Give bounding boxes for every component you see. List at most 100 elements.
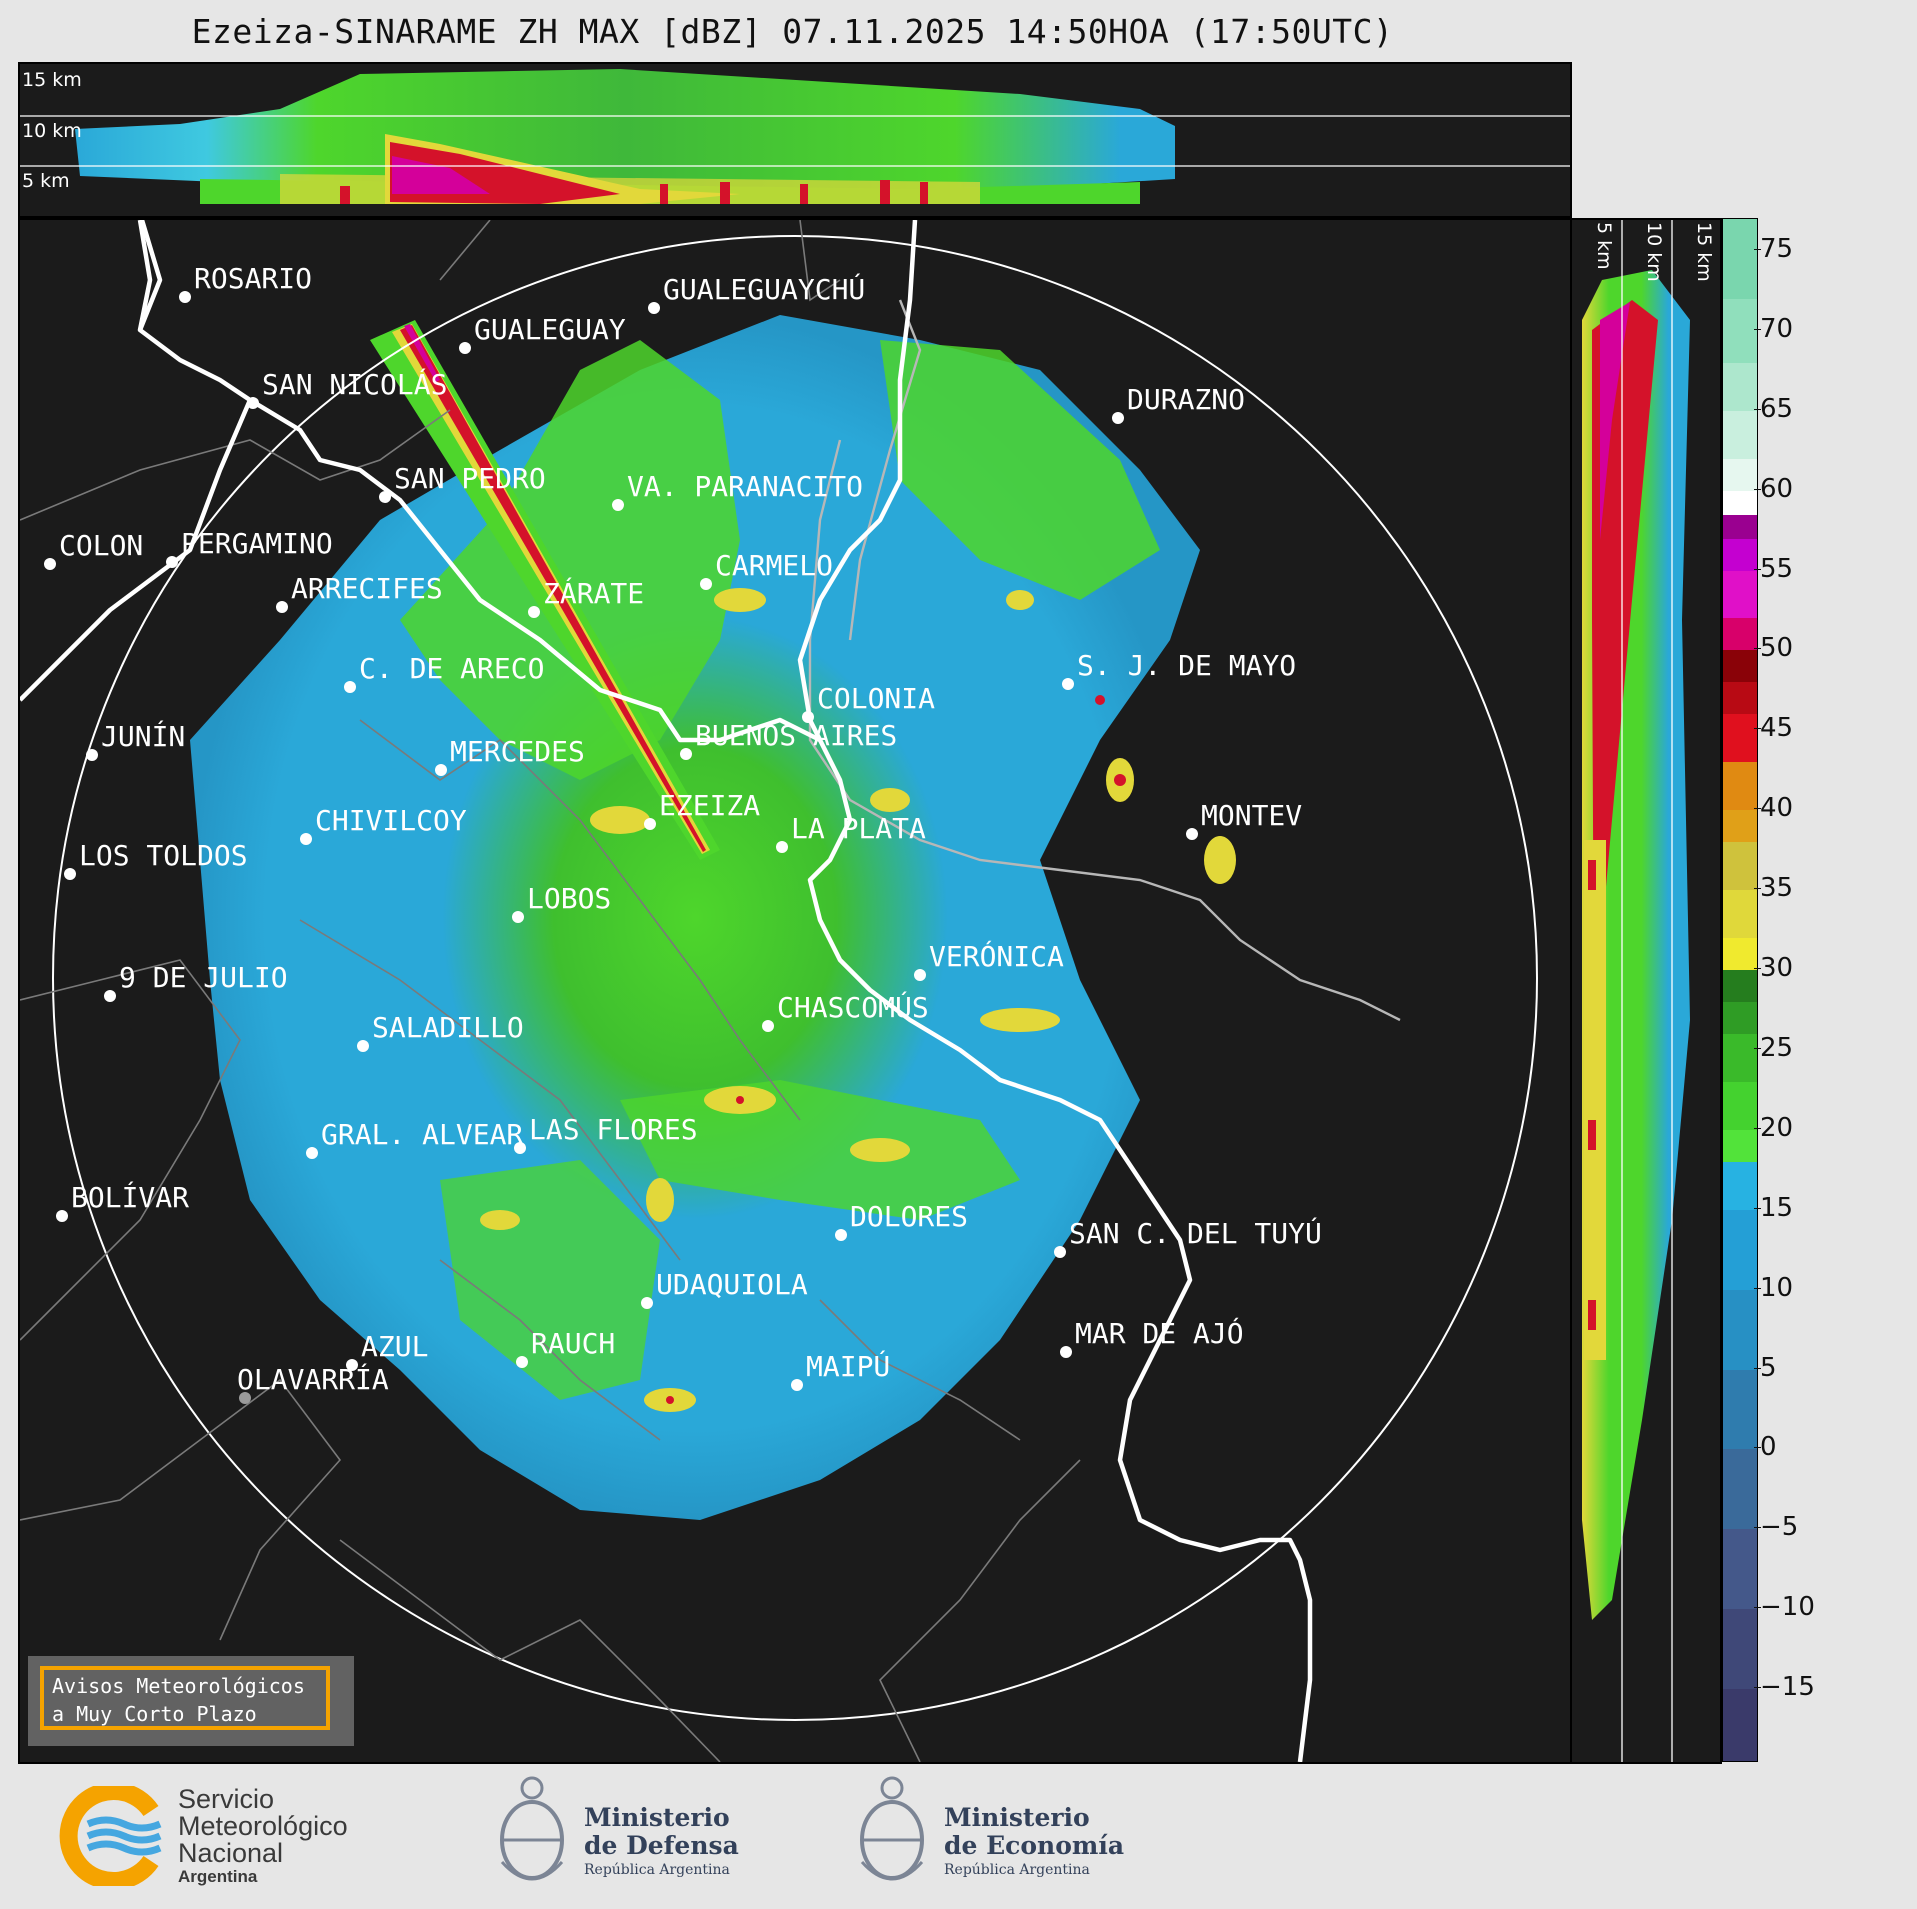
city-dot <box>641 1297 653 1309</box>
city-dot <box>528 606 540 618</box>
defensa-l2: de Defensa <box>584 1831 739 1860</box>
city-dot <box>239 1392 251 1404</box>
city-label: SALADILLO <box>372 1011 524 1044</box>
city-label: CARMELO <box>715 549 833 582</box>
city-label: LA PLATA <box>791 812 926 845</box>
city-marker[interactable]: DOLORES <box>835 1200 968 1241</box>
city-label: VA. PARANACITO <box>627 470 863 503</box>
city-marker[interactable]: AZUL <box>346 1330 428 1371</box>
colorbar-band <box>1723 298 1757 363</box>
city-label: MERCEDES <box>450 735 585 768</box>
city-marker[interactable]: SALADILLO <box>357 1011 524 1052</box>
city-marker[interactable]: GUALEGUAYCHÚ <box>648 272 865 314</box>
colorbar-tick: 75 <box>1753 233 1794 264</box>
city-marker[interactable]: LA PLATA <box>776 812 926 853</box>
city-dot <box>1062 678 1074 690</box>
city-dot <box>86 749 98 761</box>
defensa-l3: República Argentina <box>584 1862 730 1878</box>
colorbar-band <box>1723 1689 1757 1761</box>
city-marker[interactable]: OLAVARRÍA <box>237 1362 389 1404</box>
city-label: VERÓNICA <box>929 939 1064 973</box>
city-marker[interactable]: 9 DE JULIO <box>104 961 288 1002</box>
city-marker[interactable]: COLONIA <box>802 682 935 723</box>
city-marker[interactable]: DURAZNO <box>1112 383 1245 424</box>
colorbar-band <box>1723 650 1757 683</box>
colorbar-band <box>1723 1001 1757 1034</box>
city-marker[interactable]: SAN PEDRO <box>379 462 546 503</box>
city-marker[interactable]: BOLÍVAR <box>56 1180 189 1222</box>
city-marker[interactable]: VERÓNICA <box>914 939 1064 981</box>
side-label-15km: 15 km <box>1693 222 1715 282</box>
city-marker[interactable]: MERCEDES <box>435 735 585 776</box>
city-marker[interactable]: EZEIZA <box>644 789 760 830</box>
city-marker[interactable]: SAN C. DEL TUYÚ <box>1054 1216 1322 1258</box>
city-dot <box>644 818 656 830</box>
economia-logo: Ministerio de Economía República Argenti… <box>852 1772 1152 1896</box>
city-marker[interactable]: MAR DE AJÓ <box>1060 1316 1244 1358</box>
map-title: Ezeiza-SINARAME ZH MAX [dBZ] 07.11.2025 … <box>191 12 1394 51</box>
colorbar-tick: 30 <box>1753 953 1794 984</box>
colorbar-tick: 0 <box>1754 1432 1777 1463</box>
city-marker[interactable]: MAIPÚ <box>791 1349 890 1391</box>
city-marker[interactable]: VA. PARANACITO <box>612 470 863 511</box>
city-marker[interactable]: BUENOS AIRES <box>680 719 897 760</box>
city-marker[interactable]: S. J. DE MAYO <box>1062 649 1296 690</box>
city-marker[interactable]: LOBOS <box>512 882 611 923</box>
city-dot <box>276 601 288 613</box>
city-dot <box>104 990 116 1002</box>
city-marker[interactable]: CHASCOMÚS <box>762 990 929 1032</box>
city-dot <box>802 711 814 723</box>
city-marker[interactable]: LAS FLORES <box>514 1113 698 1154</box>
colorbar-tick: 35 <box>1753 873 1794 904</box>
city-marker[interactable]: GRAL. ALVEAR <box>306 1118 523 1159</box>
city-dot <box>776 841 788 853</box>
city-marker[interactable]: PERGAMINO <box>166 527 333 568</box>
coat-of-arms-icon <box>860 1776 924 1881</box>
city-dot <box>300 833 312 845</box>
city-label: S. J. DE MAYO <box>1077 649 1296 682</box>
city-marker[interactable]: CHIVILCOY <box>300 804 467 845</box>
colorbar-tick: 10 <box>1753 1272 1794 1303</box>
city-dot <box>64 868 76 880</box>
aviso-link[interactable]: Avisos Meteorológicos a Muy Corto Plazo <box>40 1666 330 1730</box>
city-marker[interactable]: C. DE ARECO <box>344 652 544 693</box>
colorbar-tick: −10 <box>1754 1592 1815 1623</box>
colorbar-tick: 60 <box>1753 473 1794 504</box>
city-label: LOS TOLDOS <box>79 839 248 872</box>
city-label: ROSARIO <box>194 262 312 295</box>
city-marker[interactable]: RAUCH <box>516 1327 615 1368</box>
city-marker[interactable]: ARRECIFES <box>276 572 443 613</box>
smn-logo: Servicio Meteorológico Nacional Argentin… <box>56 1786 396 1886</box>
city-label: MAR DE AJÓ <box>1075 1316 1244 1350</box>
defensa-logo: Ministerio de Defensa República Argentin… <box>492 1772 752 1896</box>
city-marker[interactable]: COLON <box>44 529 143 570</box>
city-dot <box>1054 1246 1066 1258</box>
colorbar-band <box>1723 458 1757 491</box>
city-marker[interactable]: GUALEGUAY <box>459 313 626 354</box>
defensa-l1: Ministerio <box>584 1803 730 1832</box>
city-marker[interactable]: SAN NICOLÁS <box>247 367 447 409</box>
city-label: SAN NICOLÁS <box>262 367 447 401</box>
smn-emblem-icon <box>59 1786 162 1886</box>
city-marker[interactable]: UDAQUIOLA <box>641 1268 808 1309</box>
city-marker[interactable]: LOS TOLDOS <box>64 839 248 880</box>
city-dot <box>179 291 191 303</box>
city-marker[interactable]: CARMELO <box>700 549 833 590</box>
radar-map[interactable]: ROSARIO GUALEGUAYCHÚ GUALEGUAY SAN NICOLÁS D… <box>18 218 1572 1764</box>
colorbar-band <box>1723 1449 1757 1530</box>
city-label: GUALEGUAYCHÚ <box>663 272 865 306</box>
aviso-panel[interactable]: Avisos Meteorológicos a Muy Corto Plazo <box>28 1656 354 1746</box>
side-height-profile: 5 km 10 km 15 km <box>1570 218 1722 1764</box>
city-dot <box>166 556 178 568</box>
colorbar-band <box>1723 1529 1757 1610</box>
colorbar-tick: 20 <box>1753 1112 1794 1143</box>
city-marker[interactable]: MONTEV <box>1186 799 1302 840</box>
city-dot <box>835 1229 847 1241</box>
city-marker[interactable]: JUNÍN <box>86 719 185 761</box>
city-marker[interactable]: ZÁRATE <box>528 576 644 618</box>
city-dot <box>357 1040 369 1052</box>
city-label: DOLORES <box>850 1200 968 1233</box>
colorbar-band <box>1723 682 1757 715</box>
city-dot <box>1112 412 1124 424</box>
city-marker[interactable]: ROSARIO <box>179 262 312 303</box>
